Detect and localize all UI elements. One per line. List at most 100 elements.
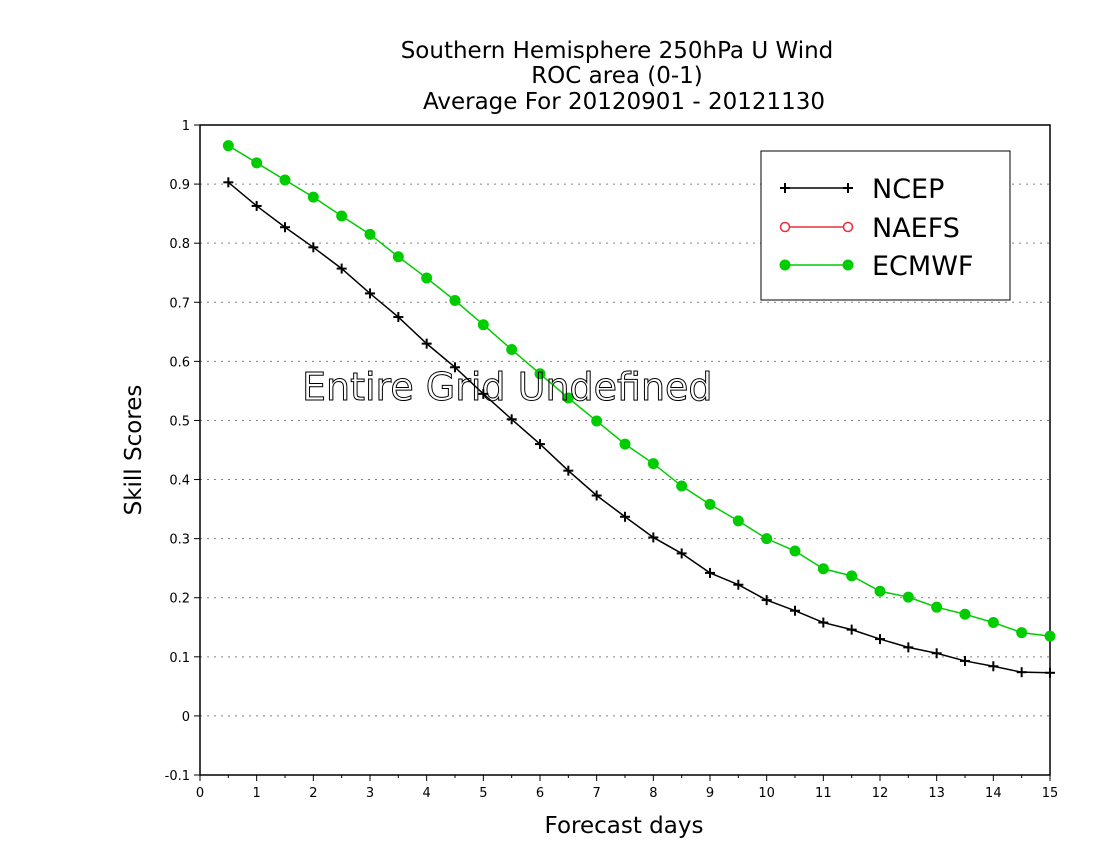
x-tick-label: 12 <box>872 786 889 801</box>
legend-label-ecmwf: ECMWF <box>872 251 973 282</box>
point-ncep <box>336 263 347 274</box>
point-ncep <box>931 648 942 659</box>
chart-annotation: Entire Grid Undefined <box>302 365 713 409</box>
point-ncep <box>676 548 687 559</box>
point-ecmwf <box>732 515 744 527</box>
point-ncep <box>790 605 800 616</box>
x-tick-label: 8 <box>649 786 657 801</box>
legend-label-ncep: NCEP <box>872 174 944 205</box>
y-tick-label: 0 <box>182 710 190 725</box>
point-ncep <box>421 338 432 349</box>
legend-entry-ecmwf: ECMWF <box>779 251 973 282</box>
point-ecmwf <box>506 344 518 356</box>
point-ecmwf <box>364 228 376 240</box>
chart-title-line-2: ROC area (0-1) <box>531 63 703 89</box>
point-ecmwf <box>336 210 348 222</box>
point-ncep <box>705 567 715 578</box>
series-ecmwf <box>222 140 1056 642</box>
point-ncep <box>591 490 602 501</box>
point-ecmwf <box>647 458 659 470</box>
point-ecmwf <box>307 191 319 203</box>
x-tick-label: 5 <box>479 786 487 801</box>
point-ncep <box>620 511 630 522</box>
legend-marker-ncep <box>843 183 853 193</box>
point-ncep <box>223 177 234 188</box>
point-ecmwf <box>931 601 943 613</box>
point-ecmwf <box>704 498 716 510</box>
axis-ticks: -0.100.10.20.30.40.50.60.70.80.910 1 2 3 4 5 6… <box>165 119 1059 801</box>
point-ecmwf <box>902 591 914 603</box>
y-tick-label: 0.4 <box>169 474 190 489</box>
x-tick-label: 10 <box>758 786 775 801</box>
point-ncep <box>875 634 885 645</box>
x-tick-label: 4 <box>423 786 431 801</box>
point-ncep <box>251 200 262 211</box>
point-ecmwf <box>591 415 603 427</box>
legend-entry-naefs: NAEFS <box>779 213 960 244</box>
point-ncep <box>450 362 460 373</box>
point-ecmwf <box>562 392 574 404</box>
point-ecmwf <box>1044 630 1056 642</box>
point-ecmwf <box>251 157 263 169</box>
legend-marker-ncep <box>780 183 790 193</box>
x-tick-label: 3 <box>366 786 374 801</box>
point-ncep <box>903 642 914 653</box>
x-tick-label: 11 <box>815 786 832 801</box>
point-ncep <box>988 661 999 672</box>
legend: NCEP NAEFS ECMWF <box>760 150 1011 301</box>
chart-title-line-1: Southern Hemisphere 250hPa U Wind <box>401 38 834 64</box>
point-ecmwf <box>874 585 886 597</box>
x-tick-label: 0 <box>196 786 204 801</box>
x-tick-label: 14 <box>985 786 1002 801</box>
series-layer <box>222 140 1056 678</box>
point-ncep <box>960 655 970 666</box>
point-ecmwf <box>222 140 234 152</box>
point-ncep <box>648 532 659 543</box>
x-tick-label: 7 <box>593 786 601 801</box>
x-tick-label: 1 <box>253 786 261 801</box>
point-ecmwf <box>477 319 489 331</box>
y-tick-label: 1 <box>182 119 190 134</box>
legend-marker-ecmwf <box>779 259 791 271</box>
y-tick-label: 0.8 <box>169 237 190 252</box>
point-ecmwf <box>534 368 546 380</box>
point-ncep <box>846 624 857 635</box>
legend-marker-naefs <box>842 221 854 233</box>
x-tick-label: 9 <box>706 786 714 801</box>
point-ncep <box>733 579 744 590</box>
point-ecmwf <box>959 608 971 620</box>
point-ecmwf <box>846 570 858 582</box>
point-ecmwf <box>761 533 773 545</box>
x-tick-label: 6 <box>536 786 544 801</box>
point-ncep <box>393 312 404 323</box>
point-ncep <box>365 288 375 299</box>
point-ncep <box>280 222 290 233</box>
x-tick-label: 15 <box>1042 786 1059 801</box>
point-ecmwf <box>987 617 999 629</box>
x-axis-label: Forecast days <box>545 813 704 839</box>
point-ncep <box>535 439 545 450</box>
point-ecmwf <box>279 174 291 186</box>
x-tick-label: 13 <box>928 786 945 801</box>
grid <box>200 183 1050 717</box>
y-tick-label: -0.1 <box>165 769 190 784</box>
point-ecmwf <box>449 295 461 306</box>
legend-marker-ecmwf <box>842 259 854 271</box>
point-ncep <box>308 242 319 253</box>
point-ecmwf <box>789 545 801 557</box>
y-tick-label: 0.1 <box>169 651 190 666</box>
y-tick-label: 0.5 <box>169 414 190 429</box>
y-tick-label: 0.7 <box>169 296 190 311</box>
y-tick-label: 0.3 <box>169 533 190 548</box>
y-tick-label: 0.6 <box>169 355 190 370</box>
point-ncep <box>818 617 829 628</box>
point-ncep <box>506 414 517 425</box>
point-ecmwf <box>817 563 829 575</box>
point-ecmwf <box>619 438 631 450</box>
point-ncep <box>478 388 489 399</box>
chart-title-line-3: Average For 20120901 - 20121130 <box>423 89 825 115</box>
legend-marker-naefs <box>779 221 791 233</box>
point-ecmwf <box>1016 627 1028 639</box>
point-ecmwf <box>392 251 404 263</box>
point-ecmwf <box>676 480 688 492</box>
